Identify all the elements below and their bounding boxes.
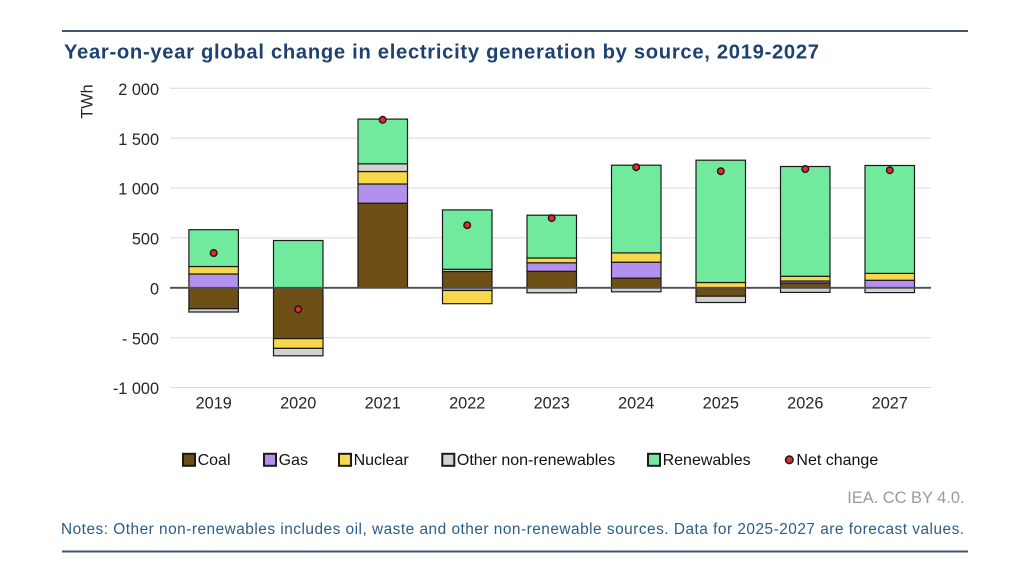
svg-text:Notes: Other non-renewables in: Notes: Other non-renewables includes oil…: [61, 521, 965, 538]
svg-text:2023: 2023: [534, 395, 570, 413]
svg-text:2021: 2021: [365, 395, 401, 413]
svg-text:Net change: Net change: [796, 452, 878, 469]
svg-text:Renewables: Renewables: [663, 452, 751, 469]
svg-text:2025: 2025: [703, 395, 739, 413]
svg-text:Coal: Coal: [198, 452, 231, 469]
svg-text:Gas: Gas: [279, 452, 308, 469]
svg-text:2019: 2019: [196, 395, 232, 413]
svg-text:1 500: 1 500: [118, 131, 159, 149]
svg-text:Nuclear: Nuclear: [354, 452, 410, 469]
svg-text:2026: 2026: [787, 395, 823, 413]
svg-text:2 000: 2 000: [118, 81, 159, 99]
svg-text:2024: 2024: [618, 395, 654, 413]
svg-text:Other non-renewables: Other non-renewables: [457, 452, 615, 469]
svg-text:2020: 2020: [280, 395, 316, 413]
svg-text:0: 0: [150, 281, 159, 299]
svg-text:- 500: - 500: [122, 330, 159, 348]
svg-text:-1 000: -1 000: [113, 380, 159, 398]
svg-text:2022: 2022: [449, 395, 485, 413]
svg-text:TWh: TWh: [79, 84, 97, 118]
svg-text:IEA. CC BY 4.0.: IEA. CC BY 4.0.: [847, 489, 964, 507]
svg-text:500: 500: [132, 231, 159, 249]
svg-text:2027: 2027: [872, 395, 908, 413]
svg-text:Year-on-year global change in: Year-on-year global change in electricit…: [64, 42, 820, 64]
svg-text:1 000: 1 000: [118, 181, 159, 199]
